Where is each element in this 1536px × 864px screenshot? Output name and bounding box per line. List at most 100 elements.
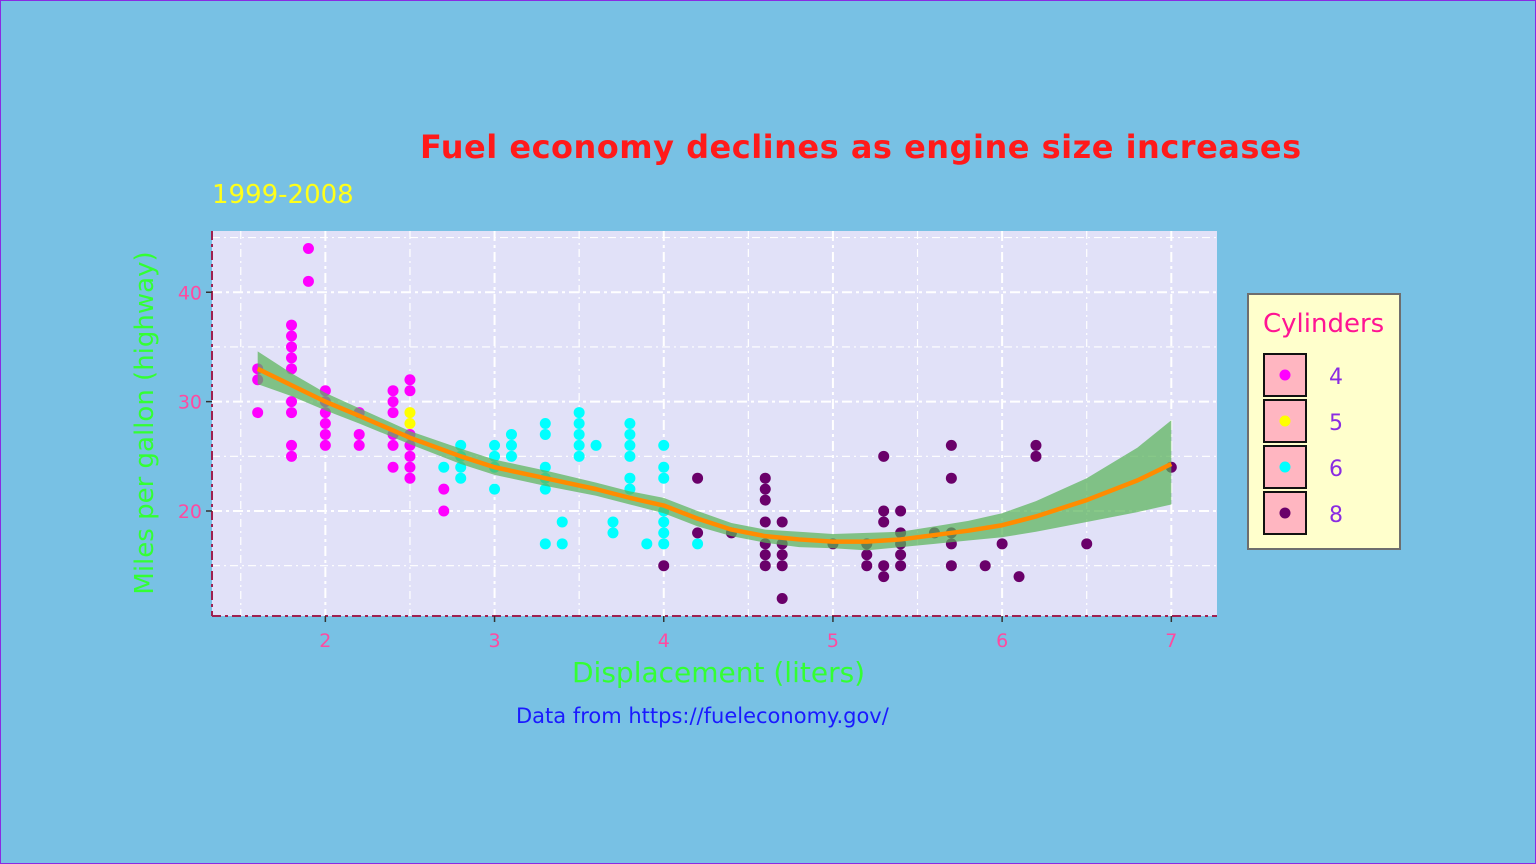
data-point-cyl-4 (286, 341, 298, 353)
chart-subtitle: 1999-2008 (212, 180, 354, 210)
legend-label-4: 4 (1329, 365, 1343, 390)
data-point-cyl-6 (624, 472, 636, 484)
data-point-cyl-8 (895, 560, 907, 572)
data-point-cyl-8 (759, 483, 771, 495)
data-point-cyl-8 (759, 549, 771, 561)
legend-key-6 (1263, 445, 1307, 489)
legend-key-5 (1263, 399, 1307, 443)
data-point-cyl-4 (404, 385, 416, 397)
legend: Cylinders 4 5 6 8 (1247, 293, 1401, 550)
data-point-cyl-4 (353, 428, 365, 440)
data-point-cyl-6 (438, 461, 450, 473)
data-point-cyl-4 (286, 330, 298, 342)
data-point-cyl-4 (438, 505, 450, 517)
data-point-cyl-4 (319, 439, 331, 451)
legend-label-5: 5 (1329, 411, 1343, 436)
data-point-cyl-8 (945, 560, 957, 572)
data-point-cyl-6 (624, 439, 636, 451)
data-point-cyl-8 (776, 560, 788, 572)
x-axis-label: Displacement (liters) (572, 656, 866, 689)
data-point-cyl-8 (692, 527, 704, 539)
legend-key-4 (1263, 353, 1307, 397)
legend-label-6: 6 (1329, 457, 1343, 482)
data-point-cyl-8 (658, 560, 670, 572)
data-point-cyl-4 (438, 483, 450, 495)
data-point-cyl-8 (1081, 538, 1093, 550)
y-tick-label: 40 (178, 282, 202, 304)
data-point-cyl-6 (641, 538, 653, 550)
data-point-cyl-4 (404, 450, 416, 462)
data-point-cyl-6 (539, 538, 551, 550)
y-axis-label: Miles per gallon (highway) (130, 251, 160, 595)
x-tick-label: 4 (658, 630, 670, 652)
data-point-cyl-6 (573, 407, 585, 419)
data-point-cyl-6 (539, 418, 551, 429)
data-point-cyl-6 (556, 538, 568, 550)
data-point-cyl-6 (573, 418, 585, 429)
data-point-cyl-4 (404, 472, 416, 484)
data-point-cyl-6 (590, 439, 602, 451)
data-point-cyl-6 (556, 516, 568, 528)
data-point-cyl-6 (658, 527, 670, 539)
data-point-cyl-8 (759, 516, 771, 528)
data-point-cyl-4 (387, 461, 399, 473)
data-point-cyl-8 (945, 472, 957, 484)
data-point-cyl-6 (455, 472, 467, 484)
data-point-cyl-8 (895, 505, 907, 517)
legend-dot-5 (1279, 415, 1291, 427)
data-point-cyl-8 (776, 593, 788, 604)
data-point-cyl-6 (505, 450, 517, 462)
smooth-trend-line (256, 366, 1173, 544)
x-tick-label: 6 (996, 630, 1008, 652)
data-point-cyl-4 (319, 418, 331, 429)
data-point-cyl-6 (573, 428, 585, 440)
data-point-cyl-4 (387, 385, 399, 397)
data-point-cyl-4 (387, 396, 399, 408)
data-point-cyl-8 (1030, 439, 1042, 451)
data-point-cyl-6 (624, 450, 636, 462)
data-point-cyl-6 (658, 439, 670, 451)
data-point-cyl-8 (759, 494, 771, 506)
legend-dot-6 (1279, 461, 1291, 473)
data-point-cyl-8 (878, 505, 890, 517)
data-point-cyl-8 (776, 516, 788, 528)
data-point-cyl-6 (658, 516, 670, 528)
data-point-cyl-8 (895, 549, 907, 561)
data-point-cyl-4 (286, 407, 298, 419)
data-point-cyl-8 (878, 571, 890, 583)
data-point-cyl-8 (1013, 571, 1025, 583)
data-point-cyl-4 (252, 407, 264, 419)
legend-dot-4 (1279, 369, 1291, 381)
data-point-cyl-4 (387, 439, 399, 451)
data-point-cyl-4 (286, 439, 298, 451)
data-point-cyl-6 (505, 439, 517, 451)
x-tick-label: 7 (1165, 630, 1177, 652)
data-point-cyl-4 (286, 319, 298, 331)
data-point-cyl-6 (692, 538, 704, 550)
data-point-cyl-8 (878, 450, 890, 462)
chart-title: Fuel economy declines as engine size inc… (420, 128, 1302, 166)
data-point-cyl-4 (302, 243, 314, 254)
data-point-cyl-4 (353, 439, 365, 451)
data-point-cyl-4 (319, 428, 331, 440)
data-point-cyl-8 (759, 560, 771, 572)
data-point-cyl-8 (878, 516, 890, 528)
data-point-cyl-4 (286, 352, 298, 364)
data-point-cyl-6 (573, 439, 585, 451)
data-point-cyl-8 (945, 439, 957, 451)
data-point-cyl-8 (861, 549, 873, 561)
data-point-cyl-5 (404, 407, 416, 419)
data-point-cyl-5 (404, 418, 416, 429)
data-point-cyl-6 (489, 483, 501, 495)
data-point-cyl-4 (387, 407, 399, 419)
legend-dot-8 (1279, 507, 1291, 519)
y-tick-label: 20 (178, 501, 202, 523)
data-point-cyl-6 (607, 516, 619, 528)
data-point-cyl-6 (624, 428, 636, 440)
data-point-cyl-8 (692, 472, 704, 484)
data-point-cyl-8 (878, 560, 890, 572)
data-point-cyl-4 (286, 450, 298, 462)
data-point-cyl-6 (624, 418, 636, 429)
x-tick-label: 2 (319, 630, 331, 652)
data-point-cyl-6 (573, 450, 585, 462)
